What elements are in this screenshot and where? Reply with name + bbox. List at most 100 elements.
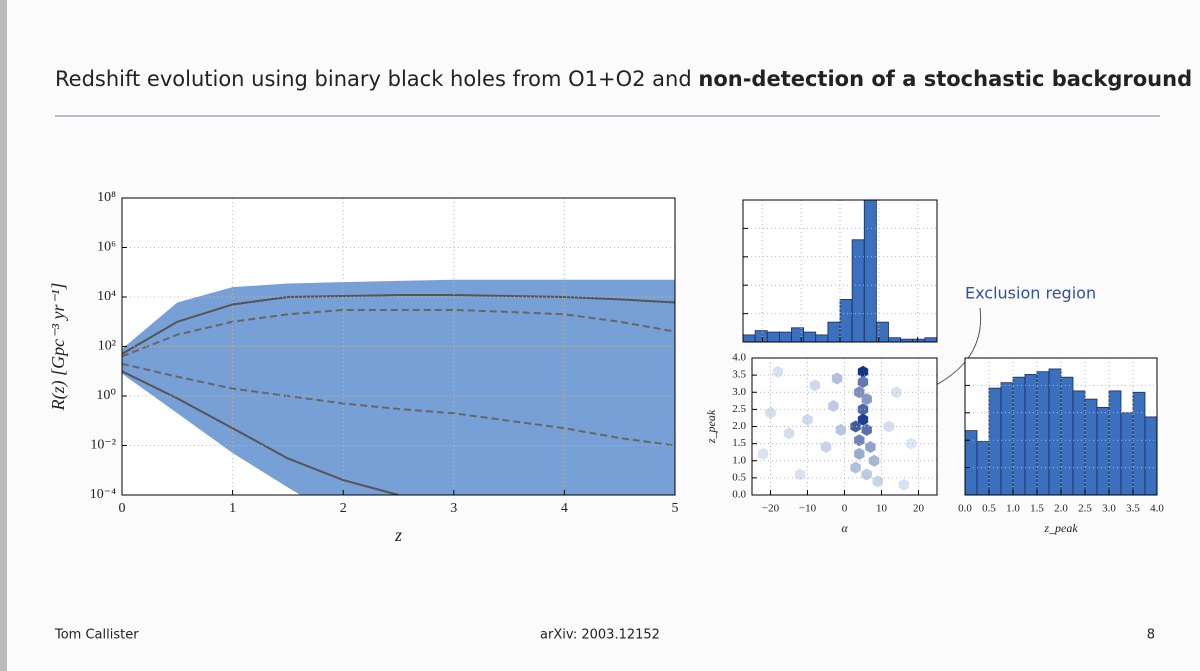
x-tick-label: 4.0: [1150, 503, 1164, 515]
hist-bar: [778, 331, 792, 342]
hist-bar: [1060, 376, 1074, 495]
hist-bar: [1144, 416, 1157, 495]
chart: −20 −10 0 10 20 0.0 0.5 1.0 1.5 2.0 2.5 3.0 3.5 4.0 α z…: [704, 352, 938, 535]
y-tick-label: 10²: [98, 339, 116, 354]
plot-body: [757, 365, 917, 491]
y-tick-label: 0.0: [732, 489, 746, 501]
hist-bar: [766, 331, 780, 342]
hex-cell: [757, 447, 769, 460]
y-tick-label: 2.0: [732, 420, 746, 432]
x-tick-label: 3.5: [1126, 503, 1140, 515]
hist-bar: [839, 298, 853, 342]
hist-bar: [863, 200, 877, 342]
hist-bar: [1132, 391, 1146, 495]
band: [122, 279, 675, 495]
y-tick-label: 10⁶: [97, 240, 116, 255]
hist-bar: [803, 331, 817, 342]
hex-cell: [835, 423, 846, 436]
x-tick-label: 0.0: [958, 503, 972, 515]
hist-bar: [1012, 376, 1026, 495]
hist-bar: [754, 330, 768, 342]
hist-bar: [1120, 412, 1134, 495]
y-tick-label: 2.5: [732, 403, 746, 415]
series-line: [122, 308, 675, 358]
plot-body: [743, 200, 937, 342]
hex-cell: [857, 413, 869, 426]
hex-cell: [905, 437, 917, 450]
hist-bar: [1024, 374, 1038, 495]
y-tick-label: 3.5: [732, 369, 746, 381]
x-axis-label: z_peak: [1043, 521, 1078, 535]
chart: 0 1 2 3 4 5 10⁻⁴ 10⁻² 10⁰ 10² 10⁴ 10⁶ 10⁸ z R(z) [Gpc⁻…: [48, 190, 678, 545]
hex-cell: [850, 461, 861, 474]
hist-bar: [988, 387, 1002, 495]
series-line: [122, 370, 399, 495]
annotation: Exclusion region: [965, 284, 1096, 303]
hist-bar: [924, 337, 937, 342]
slide-title: Redshift evolution using binary black ho…: [55, 67, 1192, 91]
hist-bar: [1000, 382, 1014, 495]
plot-frame: [121, 197, 676, 496]
y-tick-label: 10⁸: [97, 190, 116, 205]
hex-cell: [854, 386, 865, 399]
x-axis-label: z: [394, 525, 402, 545]
chart: [742, 199, 938, 343]
hex-cell: [857, 375, 869, 388]
x-tick-label: 2.5: [1078, 503, 1092, 515]
x-tick-label: 10: [876, 503, 888, 515]
hist-bar: [1096, 406, 1110, 495]
plot-frame: [964, 357, 1158, 496]
y-tick-label: 4.0: [732, 352, 746, 364]
hex-cell: [809, 379, 821, 392]
y-tick-label: 10⁻⁴: [90, 487, 116, 502]
footer-center: arXiv: 2003.12152: [540, 628, 660, 643]
hex-cell: [794, 468, 806, 481]
y-tick-label: 10⁴: [97, 289, 116, 304]
hist-bar: [1048, 368, 1062, 495]
left-edge: [0, 0, 7, 671]
title-plain: Redshift evolution using binary black ho…: [55, 67, 692, 91]
y-tick-label: 1.5: [732, 437, 746, 449]
hist-bar: [1036, 371, 1050, 495]
x-tick-label: 4: [561, 501, 568, 516]
x-tick-label: 1: [229, 501, 236, 516]
footer-left: Tom Callister: [54, 628, 139, 643]
series-line: [122, 362, 675, 447]
chart: 0.0 0.5 1.0 1.5 2.0 2.5 3.0 3.5 4.0 z_peak: [958, 357, 1164, 535]
y-axis-label: R(z) [Gpc⁻³ yr⁻¹]: [48, 283, 69, 412]
x-tick-label: 2.0: [1054, 503, 1068, 515]
hist-bar: [1108, 390, 1122, 495]
x-tick-label: −10: [799, 503, 817, 515]
plot-frame: [742, 199, 938, 343]
hex-cell: [802, 413, 813, 426]
hex-cell: [765, 406, 776, 419]
hist-bar: [875, 321, 889, 342]
y-tick-label: 1.0: [732, 454, 746, 466]
hist-bar: [791, 327, 805, 342]
x-tick-label: −20: [762, 503, 780, 515]
hist-bar: [976, 441, 990, 495]
footer-right: 8: [1147, 628, 1155, 643]
x-tick-label: 0: [842, 503, 848, 515]
title-bold: non-detection of a stochastic background: [698, 67, 1192, 91]
hex-cell: [831, 372, 843, 385]
hex-cell: [850, 420, 861, 433]
hist-bar: [851, 239, 865, 342]
x-tick-label: 1.5: [1030, 503, 1044, 515]
hist-bar: [1072, 390, 1086, 495]
hex-cell: [828, 399, 839, 412]
series-line: [122, 294, 675, 355]
hist-bar: [815, 334, 829, 342]
hex-cell: [857, 403, 869, 416]
hist-bar: [888, 337, 902, 342]
hex-cell: [868, 454, 880, 467]
hist-bar: [743, 334, 756, 342]
x-tick-label: 2: [340, 501, 347, 516]
hex-cell: [854, 447, 865, 460]
y-tick-label: 0.5: [732, 471, 746, 483]
x-tick-label: 20: [913, 503, 925, 515]
hex-cell: [783, 427, 795, 440]
x-axis-label: α: [841, 521, 848, 535]
x-tick-label: 3: [450, 501, 457, 516]
